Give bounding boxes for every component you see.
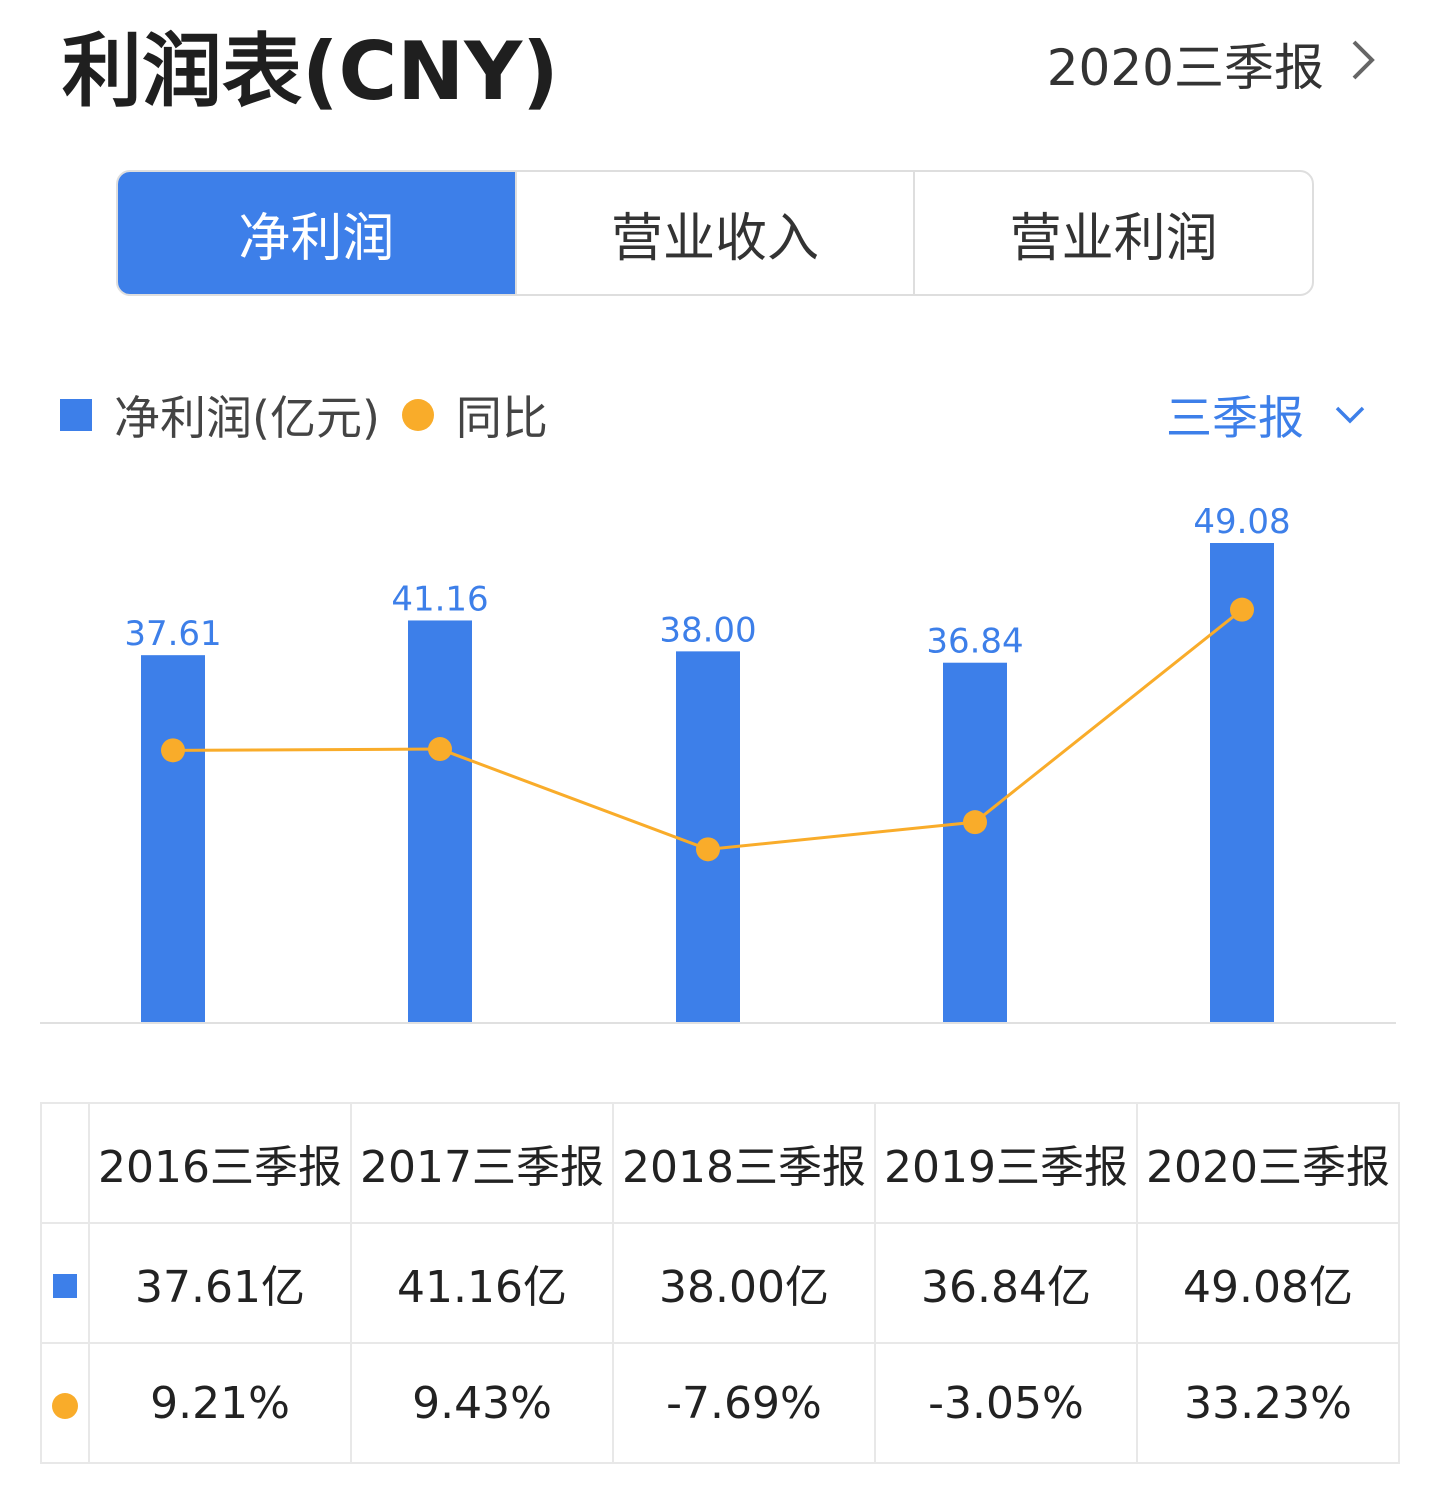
bar-2017三季报[interactable] (408, 620, 472, 1023)
bar-value-label: 37.61 (124, 614, 221, 654)
column-header: 2018三季报 (612, 1102, 876, 1224)
bar-2018三季报[interactable] (676, 651, 740, 1023)
data-table: 2016三季报 2017三季报 2018三季报 2019三季报 2020三季报 … (40, 1102, 1400, 1464)
chart-legend: 净利润(亿元) 同比 (60, 380, 548, 450)
table-cell: 36.84亿 (874, 1222, 1138, 1344)
report-period-link[interactable]: 2020三季报 (1047, 36, 1376, 100)
table-cell: 37.61亿 (88, 1222, 352, 1344)
table-corner-cell (40, 1102, 90, 1224)
table-cell: 33.23% (1136, 1342, 1400, 1464)
table-row-net-profit: 37.61亿 41.16亿 38.00亿 36.84亿 49.08亿 (40, 1222, 1400, 1344)
period-type-select[interactable]: 三季报 (1166, 380, 1366, 450)
bar-2020三季报[interactable] (1210, 543, 1274, 1023)
table-cell: -3.05% (874, 1342, 1138, 1464)
chevron-down-icon (1335, 406, 1365, 424)
bar-legend-icon (53, 1273, 77, 1298)
column-header: 2017三季报 (350, 1102, 614, 1224)
yoy-point-2018三季报[interactable] (696, 837, 720, 862)
period-type-label: 三季报 (1166, 391, 1304, 445)
tab-operating-revenue[interactable]: 营业收入 (514, 172, 914, 294)
bar-value-label: 41.16 (391, 579, 488, 619)
table-header-row: 2016三季报 2017三季报 2018三季报 2019三季报 2020三季报 (40, 1102, 1400, 1224)
table-cell: 38.00亿 (612, 1222, 876, 1344)
report-period-label: 2020三季报 (1046, 39, 1324, 97)
line-legend-icon (52, 1392, 78, 1419)
bar-legend-icon (60, 399, 92, 431)
column-header: 2020三季报 (1136, 1102, 1400, 1224)
page-title: 利润表(CNY) (62, 25, 559, 118)
legend-bar-label: 净利润(亿元) (114, 391, 380, 445)
bar-value-label: 49.08 (1193, 502, 1290, 542)
table-cell: -7.69% (612, 1342, 876, 1464)
table-cell: 9.21% (88, 1342, 352, 1464)
tab-operating-profit[interactable]: 营业利润 (913, 172, 1312, 294)
yoy-point-2016三季报[interactable] (161, 738, 185, 763)
tab-net-profit[interactable]: 净利润 (118, 172, 515, 294)
metric-tabs: 净利润 营业收入 营业利润 (116, 170, 1314, 296)
bar-value-label: 38.00 (659, 610, 756, 650)
column-header: 2019三季报 (874, 1102, 1138, 1224)
table-cell: 41.16亿 (350, 1222, 614, 1344)
yoy-point-2020三季报[interactable] (1230, 597, 1254, 622)
chevron-right-icon (1350, 36, 1376, 100)
yoy-point-2017三季报[interactable] (428, 737, 452, 762)
table-row-yoy: 9.21% 9.43% -7.69% -3.05% 33.23% (40, 1342, 1400, 1464)
bar-2019三季报[interactable] (943, 662, 1007, 1023)
net-profit-chart: 37.61 41.16 38.00 36.84 49.08 (40, 502, 1396, 1024)
table-cell: 49.08亿 (1136, 1222, 1400, 1344)
line-legend-icon (401, 399, 434, 431)
bar-value-label: 36.84 (926, 622, 1023, 662)
legend-line-label: 同比 (455, 391, 548, 445)
bar-2016三季报[interactable] (141, 655, 205, 1023)
table-cell: 9.43% (350, 1342, 614, 1464)
column-header: 2016三季报 (88, 1102, 352, 1224)
yoy-point-2019三季报[interactable] (963, 810, 987, 835)
